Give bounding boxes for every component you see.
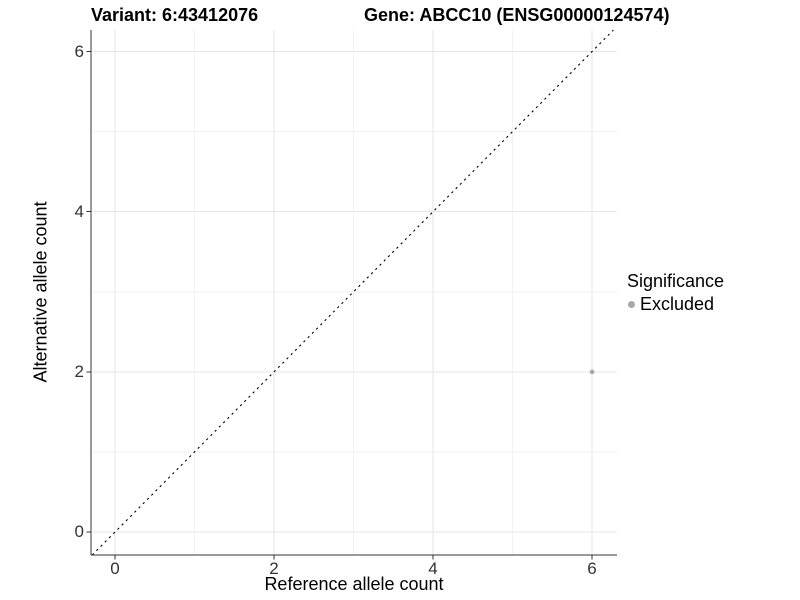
legend-item: Excluded xyxy=(627,294,724,315)
y-tick-label: 0 xyxy=(74,522,84,542)
legend-key-dot-icon xyxy=(628,301,635,308)
legend-items: Excluded xyxy=(627,294,724,315)
identity-reference-line xyxy=(91,29,614,556)
legend: Significance Excluded xyxy=(627,271,724,315)
y-tick-label: 6 xyxy=(74,41,84,61)
y-axis-title: Alternative allele count xyxy=(30,201,51,383)
x-tick-label: 2 xyxy=(269,559,279,578)
y-tick-label: 2 xyxy=(74,361,84,381)
x-tick-label: 4 xyxy=(428,559,438,578)
plot-title-variant: Variant: 6:43412076 xyxy=(91,5,259,25)
x-axis-title: Reference allele count xyxy=(264,574,444,594)
legend-title: Significance xyxy=(627,271,725,291)
y-tick-label: 4 xyxy=(74,201,84,221)
x-tick-label: 0 xyxy=(110,559,120,578)
plot-title-gene: Gene: ABCC10 (ENSG00000124574) xyxy=(364,5,670,25)
data-point xyxy=(589,369,595,375)
x-tick-label: 6 xyxy=(587,559,597,578)
legend-item-label: Excluded xyxy=(640,294,715,314)
